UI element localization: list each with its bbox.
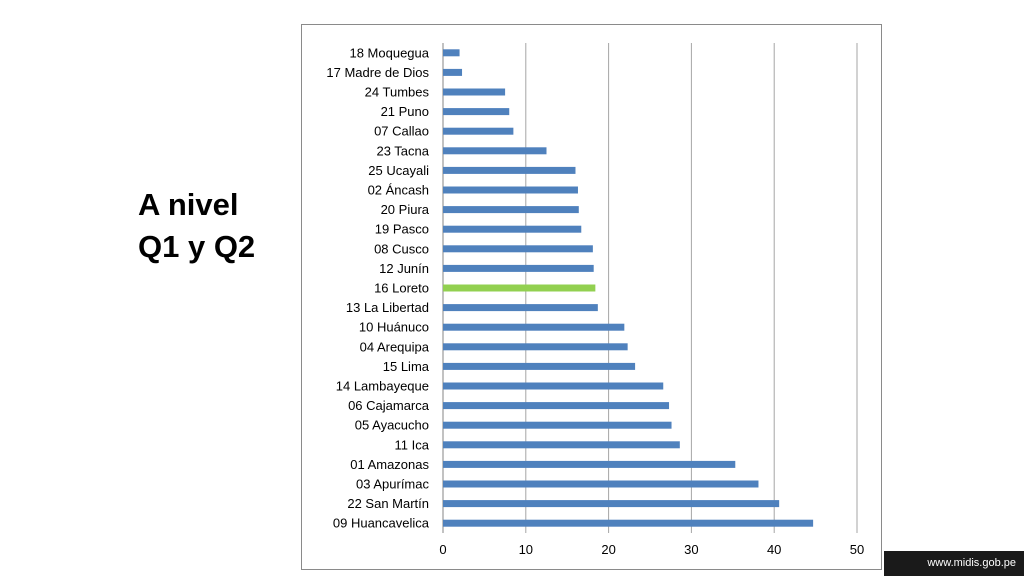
slide-title: A nivel Q1 y Q2 <box>138 184 255 268</box>
x-tick-label: 10 <box>519 542 533 557</box>
category-label: 03 Apurímac <box>356 477 429 492</box>
footer-url: www.midis.gob.pe <box>927 557 1016 569</box>
category-label: 17 Madre de Dios <box>326 65 429 80</box>
x-tick-label: 30 <box>684 542 698 557</box>
chart-frame: 0 10 20 30 40 50 18 Moquegua 17 Madre de Dios 24… <box>301 24 882 570</box>
bar <box>443 402 670 410</box>
bar <box>443 245 593 253</box>
category-label: 10 Huánuco <box>359 320 429 335</box>
category-label: 08 Cusco <box>374 241 429 256</box>
bar <box>443 460 736 468</box>
bar <box>443 343 628 351</box>
category-label: 12 Junín <box>379 261 429 276</box>
bar <box>443 421 672 429</box>
category-label: 23 Tacna <box>376 143 429 158</box>
category-label: 07 Callao <box>374 124 429 139</box>
category-label: 14 Lambayeque <box>336 379 429 394</box>
bar <box>443 362 636 370</box>
bar <box>443 480 759 488</box>
category-label: 20 Piura <box>381 202 430 217</box>
bar <box>443 68 463 76</box>
category-label: 22 San Martín <box>347 496 429 511</box>
category-label: 19 Pasco <box>375 222 429 237</box>
bar <box>443 500 780 508</box>
x-tick-label: 0 <box>439 542 446 557</box>
x-tick-label: 40 <box>767 542 781 557</box>
category-label: 25 Ucayali <box>368 163 429 178</box>
footer-bar <box>884 551 1024 576</box>
category-label: 18 Moquegua <box>349 45 429 60</box>
bar <box>443 225 582 233</box>
category-label: 06 Cajamarca <box>348 398 430 413</box>
x-tick-label: 50 <box>850 542 864 557</box>
category-label: 24 Tumbes <box>365 85 430 100</box>
bar <box>443 49 460 57</box>
bar <box>443 206 579 214</box>
bar <box>443 264 594 272</box>
bar <box>443 127 514 135</box>
category-label: 21 Puno <box>381 104 429 119</box>
category-label: 15 Lima <box>383 359 430 374</box>
category-label: 04 Arequipa <box>360 339 430 354</box>
category-label: 16 Loreto <box>374 281 429 296</box>
bar <box>443 441 680 449</box>
bar <box>443 88 506 96</box>
slide-title-line-2: Q1 y Q2 <box>138 229 256 264</box>
category-label: 01 Amazonas <box>350 457 429 472</box>
bar <box>443 186 578 194</box>
slide-title-line-1: A nivel <box>138 187 239 222</box>
category-label: 02 Áncash <box>368 183 429 198</box>
category-label: 05 Ayacucho <box>355 418 429 433</box>
bar <box>443 108 510 116</box>
bar-chart: 0 10 20 30 40 50 18 Moquegua 17 Madre de Dios 24… <box>326 43 864 557</box>
bar <box>443 323 625 331</box>
x-tick-label: 20 <box>601 542 615 557</box>
bar <box>443 382 664 390</box>
bar <box>443 284 596 292</box>
bar <box>443 147 547 155</box>
category-label: 11 Ica <box>395 437 430 452</box>
bar <box>443 166 576 174</box>
category-label: 09 Huancavelica <box>333 516 430 531</box>
bar <box>443 519 814 527</box>
bar <box>443 304 598 312</box>
category-label: 13 La Libertad <box>346 300 429 315</box>
